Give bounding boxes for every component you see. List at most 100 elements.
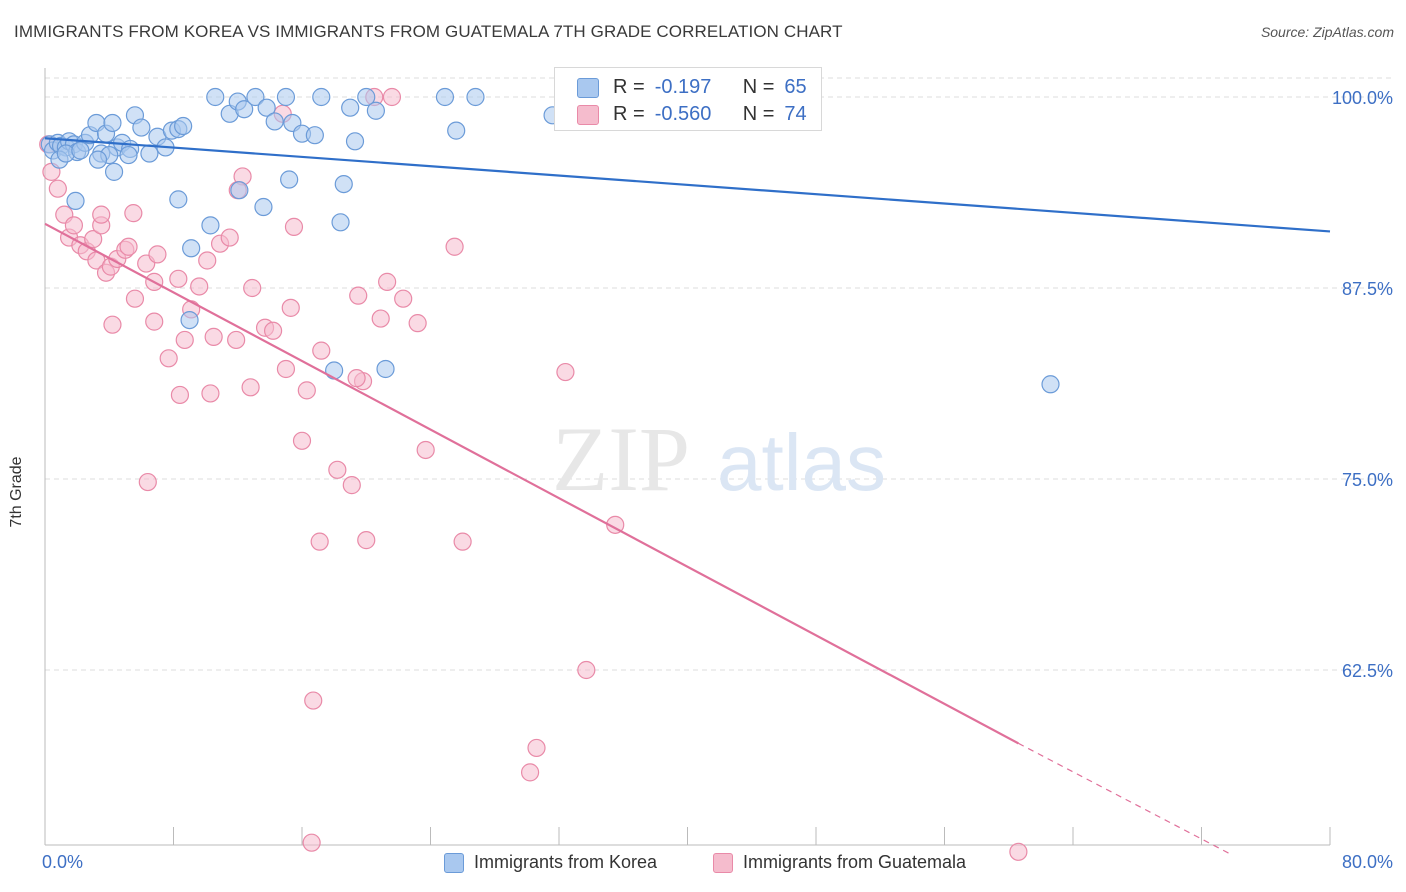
korea-point-42 [447, 121, 466, 140]
korea-point-50 [88, 150, 108, 169]
guatemala-point-69 [1009, 842, 1028, 861]
korea-point-61 [180, 310, 199, 330]
guatemala-point-19 [148, 245, 167, 264]
source-label: Source: ZipAtlas.com [1260, 24, 1394, 40]
legend-n-value-korea: 65 [784, 76, 807, 98]
guatemala-point-5 [64, 216, 84, 235]
korea-point-51 [104, 162, 124, 181]
legend-label-guatemala: Immigrants from Guatemala [743, 852, 967, 872]
korea-point-49 [71, 141, 90, 160]
guatemala-point-25 [198, 251, 217, 270]
legend-row-guatemala: R = -0.560 N = 74 [577, 103, 807, 126]
guatemala-point-47 [378, 272, 397, 291]
chart-title: IMMIGRANTS FROM KOREA VS IMMIGRANTS FROM… [14, 22, 843, 41]
y-tick-labels: 62.5% 75.0% 87.5% 100.0% [1332, 88, 1393, 681]
guatemala-point-56 [103, 315, 122, 334]
guatemala-point-52 [445, 237, 464, 256]
guatemala-point-67 [520, 763, 540, 782]
korea-point-31 [265, 112, 284, 131]
guatemala-point-48 [382, 87, 402, 107]
guatemala-point-72 [204, 327, 223, 346]
guatemala-point-49 [394, 289, 413, 308]
legend-item-guatemala: Immigrants from Guatemala [713, 852, 966, 873]
series-guatemala-points [39, 87, 1028, 861]
y-tick-label-0: 62.5% [1342, 661, 1393, 681]
guatemala-point-35 [281, 298, 300, 317]
guatemala-point-38 [297, 381, 316, 400]
guatemala-point-62 [310, 532, 329, 551]
axis-layer [44, 68, 1331, 846]
guatemala-point-20 [159, 349, 178, 368]
korea-point-38 [341, 98, 360, 117]
guatemala-point-32 [263, 321, 283, 340]
guatemala-point-65 [304, 691, 323, 710]
korea-point-41 [435, 87, 455, 107]
guatemala-point-22 [175, 330, 194, 350]
guatemala-point-2 [48, 179, 67, 198]
stats-legend: R = -0.197 N = 65 R = -0.560 N = 74 [554, 67, 822, 131]
series-korea-points [40, 87, 1060, 394]
guatemala-point-60 [138, 472, 157, 492]
guatemala-point-51 [416, 440, 435, 460]
korea-point-32 [276, 87, 296, 107]
legend-r-value-korea: -0.197 [654, 76, 712, 98]
guatemala-point-41 [342, 476, 361, 495]
korea-point-18 [132, 118, 151, 137]
guatemala-trend-extension [1018, 742, 1233, 856]
korea-point-29 [246, 87, 265, 107]
korea-point-40 [366, 101, 385, 120]
legend-n-label: N = [742, 76, 775, 98]
legend-item-korea: Immigrants from Korea [444, 852, 657, 873]
guatemala-point-64 [453, 532, 472, 551]
guatemala-point-36 [284, 217, 304, 236]
korea-point-28 [235, 100, 254, 119]
guatemala-point-40 [328, 460, 347, 479]
watermark-zip: ZIP [552, 408, 690, 510]
watermark-atlas: atlas [717, 418, 886, 507]
legend-r-label: R = [613, 103, 645, 125]
x-tick-label-max: 80.0% [1341, 852, 1393, 872]
y-axis-label: 7th Grade [8, 456, 25, 528]
korea-point-59 [331, 213, 350, 232]
guatemala-point-27 [220, 228, 239, 247]
watermark: ZIP atlas [552, 408, 886, 510]
guatemala-point-71 [124, 204, 143, 223]
korea-point-64 [1041, 375, 1060, 394]
korea-point-48 [119, 145, 138, 165]
guatemala-point-53 [556, 362, 575, 382]
korea-point-62 [325, 361, 344, 380]
y-tick-label-2: 87.5% [1342, 279, 1393, 299]
guatemala-point-46 [371, 309, 390, 328]
guatemala-point-59 [201, 384, 220, 403]
guatemala-point-21 [169, 269, 188, 288]
guatemala-point-68 [302, 833, 321, 852]
guatemala-trend-line [44, 222, 1019, 745]
guatemala-point-15 [119, 237, 138, 256]
legend-label-korea: Immigrants from Korea [474, 852, 658, 872]
guatemala-point-42 [349, 286, 368, 305]
korea-point-60 [182, 239, 201, 258]
korea-trend-line [44, 137, 1331, 233]
guatemala-point-44 [357, 531, 376, 550]
legend-swatch-korea [444, 852, 464, 873]
korea-point-43 [466, 87, 485, 107]
korea-point-24 [174, 116, 193, 136]
legend-r-value-guatemala: -0.560 [654, 103, 712, 125]
korea-point-56 [254, 197, 273, 217]
korea-point-36 [312, 87, 331, 107]
korea-point-37 [345, 132, 365, 151]
guatemala-point-34 [276, 359, 296, 379]
korea-point-54 [230, 181, 249, 200]
guatemala-point-58 [170, 385, 190, 405]
korea-point-55 [169, 190, 188, 209]
legend-n-value-guatemala: 74 [784, 103, 807, 125]
guatemala-point-30 [241, 378, 260, 397]
trend-layer [44, 137, 1331, 856]
legend-swatch-guatemala [713, 852, 733, 873]
guatemala-point-70 [92, 205, 111, 224]
korea-point-30 [257, 98, 276, 117]
y-tick-label-3: 100.0% [1332, 88, 1393, 108]
korea-point-39 [357, 87, 376, 107]
legend-n-label: N = [742, 103, 775, 125]
